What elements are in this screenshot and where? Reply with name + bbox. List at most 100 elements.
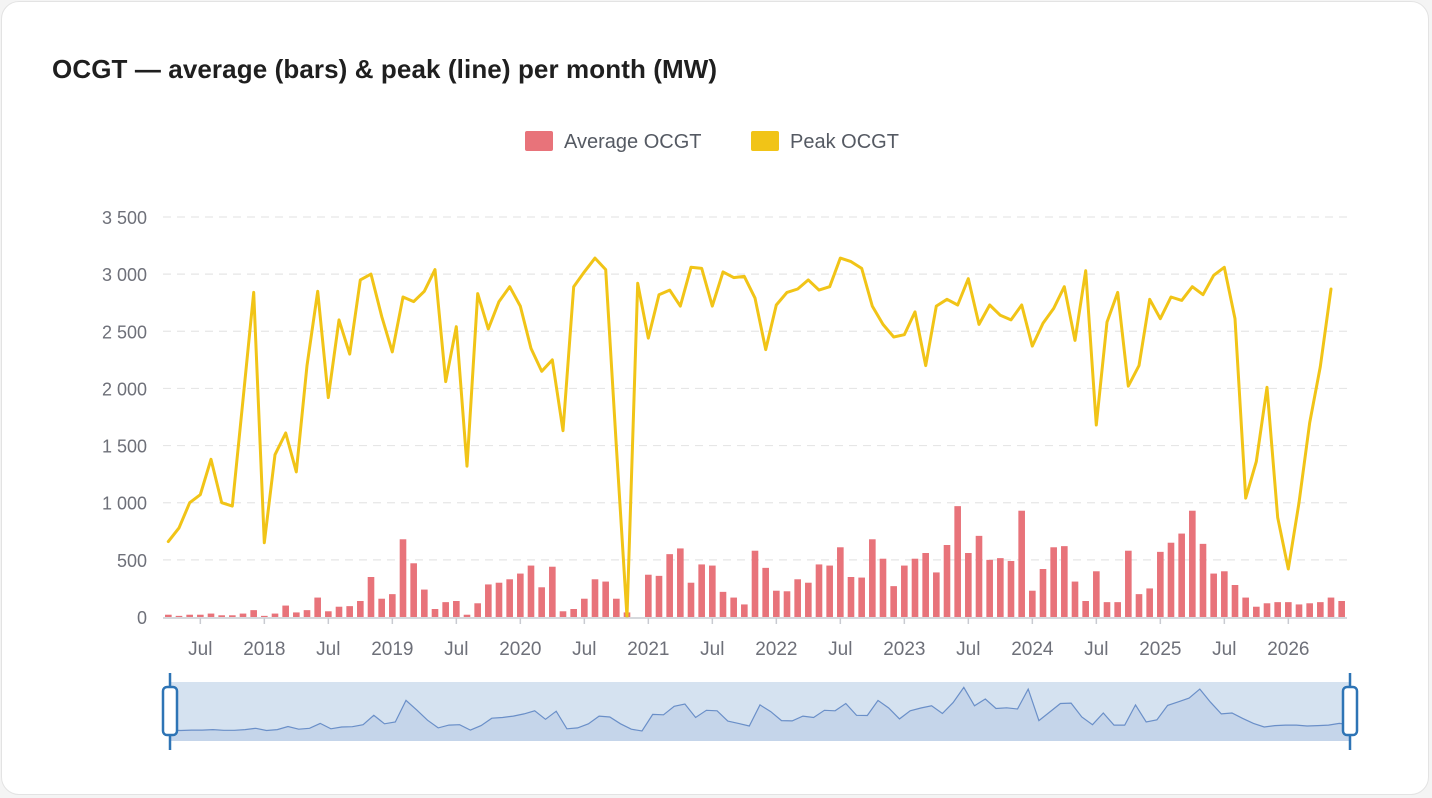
bar-average[interactable] [538, 587, 545, 617]
bar-average[interactable] [847, 577, 855, 617]
bar-average[interactable] [346, 606, 353, 617]
average-bars[interactable] [165, 506, 1345, 617]
bar-average[interactable] [869, 539, 876, 617]
bar-average[interactable] [879, 558, 887, 617]
legend-swatch-peak[interactable] [751, 131, 779, 151]
bar-average[interactable] [1007, 561, 1015, 617]
legend[interactable]: Average OCGT Peak OCGT [525, 131, 899, 153]
bar-average[interactable] [677, 548, 684, 617]
bar-average[interactable] [591, 579, 599, 617]
bar-average[interactable] [261, 615, 268, 617]
bar-average[interactable] [1167, 542, 1175, 617]
bar-average[interactable] [1221, 571, 1228, 617]
bar-average[interactable] [741, 604, 748, 617]
bar-average[interactable] [207, 613, 215, 617]
bar-average[interactable] [655, 575, 663, 617]
bar-average[interactable] [1338, 601, 1345, 617]
bar-average[interactable] [1189, 510, 1196, 617]
zoom-handle-left[interactable] [161, 685, 179, 737]
bar-average[interactable] [1274, 602, 1281, 617]
legend-label-average[interactable]: Average OCGT [564, 131, 701, 153]
bar-average[interactable] [1018, 510, 1025, 617]
bar-average[interactable] [901, 565, 908, 617]
bar-average[interactable] [506, 579, 513, 617]
bar-average[interactable] [1039, 569, 1047, 617]
bar-average[interactable] [1135, 594, 1143, 617]
bar-average[interactable] [1029, 590, 1036, 617]
bar-average[interactable] [410, 563, 417, 617]
bar-average[interactable] [922, 553, 929, 617]
bar-average[interactable] [1199, 543, 1207, 617]
bar-average[interactable] [1125, 550, 1132, 617]
bar-average[interactable] [165, 614, 172, 617]
bar-average[interactable] [399, 539, 407, 617]
bar-average[interactable] [314, 597, 321, 617]
bar-average[interactable] [805, 582, 812, 617]
bar-average[interactable] [293, 612, 300, 617]
bar-average[interactable] [325, 611, 332, 617]
zoom-handle-right[interactable] [1341, 685, 1359, 737]
bar-average[interactable] [1210, 573, 1217, 617]
bar-average[interactable] [698, 564, 705, 617]
bar-average[interactable] [442, 602, 449, 617]
bar-average[interactable] [1327, 597, 1335, 617]
bar-average[interactable] [709, 565, 716, 617]
bar-average[interactable] [186, 614, 193, 617]
bar-average[interactable] [549, 566, 556, 617]
bar-average[interactable] [687, 582, 695, 617]
bar-average[interactable] [1082, 601, 1089, 617]
bar-average[interactable] [1157, 551, 1164, 617]
bar-average[interactable] [858, 577, 865, 617]
bar-average[interactable] [794, 579, 801, 617]
bar-average[interactable] [666, 554, 673, 617]
bar-average[interactable] [1295, 604, 1303, 617]
bar-average[interactable] [1146, 588, 1153, 617]
bar-average[interactable] [517, 573, 524, 617]
bar-average[interactable] [239, 613, 247, 617]
bar-average[interactable] [175, 615, 183, 617]
bar-average[interactable] [389, 594, 396, 617]
bar-average[interactable] [815, 564, 823, 617]
bar-average[interactable] [719, 591, 727, 617]
bar-average[interactable] [1242, 597, 1249, 617]
bar-average[interactable] [1317, 602, 1324, 617]
bar-average[interactable] [527, 565, 535, 617]
bar-average[interactable] [911, 558, 919, 617]
bar-average[interactable] [335, 606, 343, 617]
bar-average[interactable] [826, 565, 833, 617]
bar-average[interactable] [783, 591, 791, 617]
bar-average[interactable] [282, 605, 289, 617]
bar-average[interactable] [1050, 547, 1057, 617]
bar-average[interactable] [986, 559, 993, 617]
bar-average[interactable] [474, 603, 481, 617]
bar-average[interactable] [570, 609, 577, 617]
bar-average[interactable] [954, 506, 961, 617]
bar-average[interactable] [495, 582, 503, 617]
bar-average[interactable] [1071, 581, 1079, 617]
bar-average[interactable] [218, 615, 225, 617]
bar-average[interactable] [559, 611, 567, 617]
bar-average[interactable] [965, 553, 972, 617]
bar-average[interactable] [645, 574, 652, 617]
bar-average[interactable] [1093, 571, 1100, 617]
bar-average[interactable] [197, 614, 204, 617]
bar-average[interactable] [1263, 603, 1271, 617]
bar-average[interactable] [453, 601, 460, 617]
bar-average[interactable] [1231, 585, 1239, 617]
bar-average[interactable] [933, 572, 940, 617]
legend-label-peak[interactable]: Peak OCGT [790, 131, 899, 153]
bar-average[interactable] [602, 581, 609, 617]
bar-average[interactable] [1114, 602, 1121, 617]
bar-average[interactable] [378, 598, 385, 617]
bar-average[interactable] [229, 615, 236, 617]
bar-average[interactable] [271, 613, 279, 617]
bar-average[interactable] [367, 577, 375, 617]
bar-average[interactable] [762, 567, 769, 617]
bar-average[interactable] [890, 586, 897, 617]
bar-average[interactable] [730, 597, 737, 617]
bar-average[interactable] [1103, 602, 1111, 617]
bar-average[interactable] [613, 598, 620, 617]
bar-average[interactable] [581, 598, 588, 617]
bar-average[interactable] [303, 610, 311, 617]
bar-average[interactable] [1061, 546, 1068, 617]
